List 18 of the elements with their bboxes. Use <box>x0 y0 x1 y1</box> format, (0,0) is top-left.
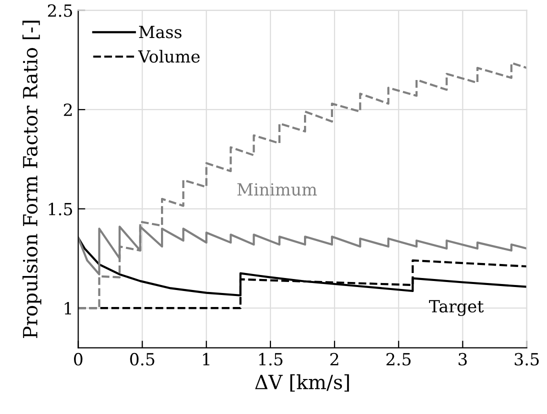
legend-label: Volume <box>138 50 200 63</box>
x-tick-label: 1.5 <box>259 352 282 366</box>
x-tick-label: 1 <box>203 352 210 366</box>
x-tick-label: 0.5 <box>130 352 154 366</box>
x-tick-label: 2.5 <box>386 352 411 366</box>
x-tick-label: 0 <box>74 352 82 366</box>
x-tick-label: 3 <box>458 352 467 366</box>
annotation: Minimum <box>237 183 317 196</box>
y-axis-title: Propulsion Form Factor Ratio [-] <box>22 20 42 338</box>
x-tick-label: 2 <box>330 352 338 366</box>
legend-label: Mass <box>139 26 182 38</box>
annotation: Target <box>429 300 484 316</box>
y-tick-label: 1 <box>64 302 71 314</box>
y-tick-label: 2 <box>64 104 72 116</box>
y-tick-label: 2.5 <box>48 4 72 17</box>
x-axis-title: ΔV [km/s] <box>255 374 349 392</box>
y-tick-label: 1.5 <box>48 202 72 216</box>
x-tick-label: 3.5 <box>514 352 539 366</box>
